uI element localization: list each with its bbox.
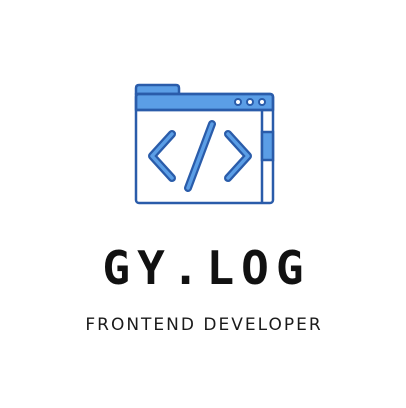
tagline: FRONTEND DEVELOPER (85, 315, 323, 335)
code-window-icon (134, 83, 275, 205)
brand-name: GY.LOG (102, 241, 311, 295)
